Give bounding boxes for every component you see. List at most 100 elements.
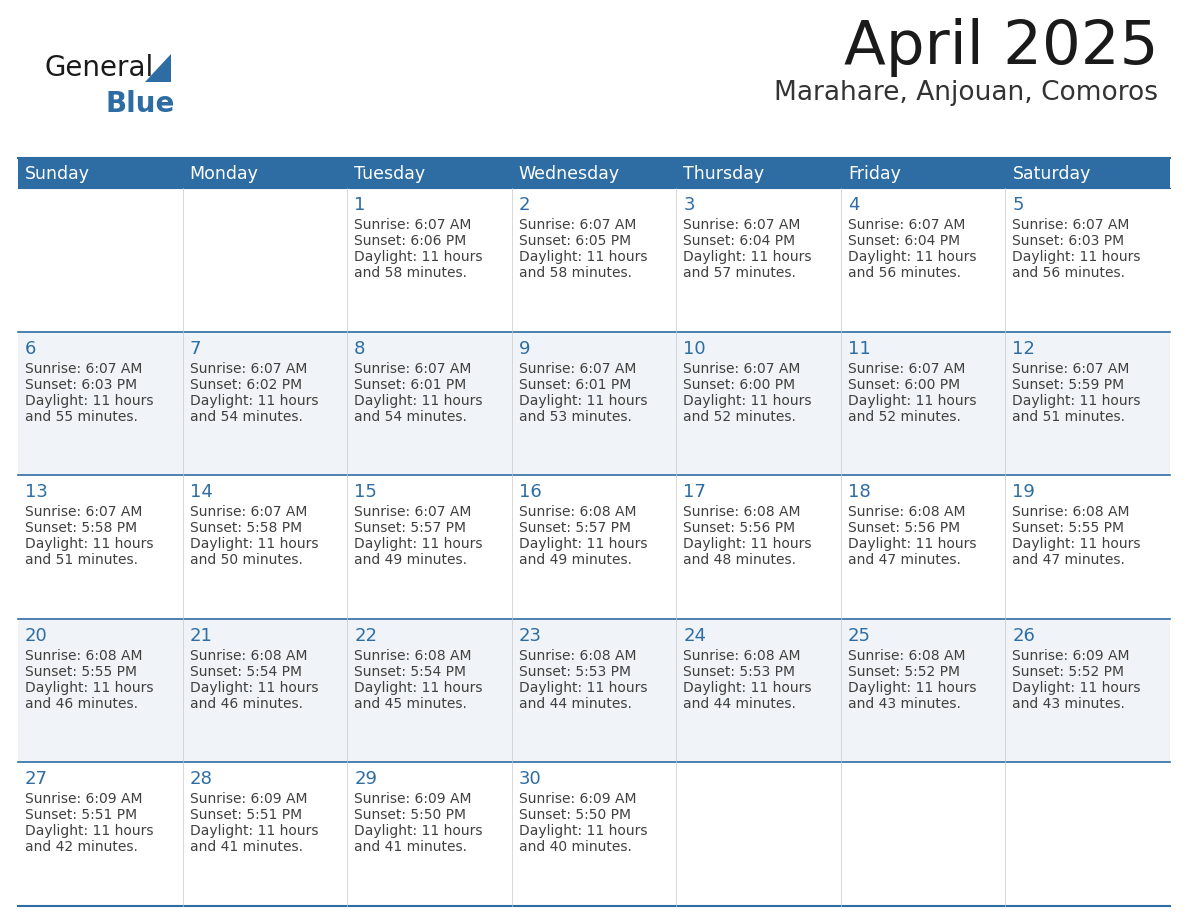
Text: and 43 minutes.: and 43 minutes. xyxy=(1012,697,1125,711)
Text: Sunset: 6:01 PM: Sunset: 6:01 PM xyxy=(354,377,467,392)
Text: Sunrise: 6:08 AM: Sunrise: 6:08 AM xyxy=(519,505,637,520)
Bar xyxy=(347,188,512,331)
Text: Sunrise: 6:07 AM: Sunrise: 6:07 AM xyxy=(683,362,801,375)
Text: Daylight: 11 hours: Daylight: 11 hours xyxy=(683,394,811,408)
Text: Saturday: Saturday xyxy=(1012,165,1091,183)
Text: April 2025: April 2025 xyxy=(843,18,1158,77)
Text: Sunrise: 6:08 AM: Sunrise: 6:08 AM xyxy=(354,649,472,663)
Bar xyxy=(512,476,676,619)
Text: 26: 26 xyxy=(1012,627,1035,644)
Text: Sunset: 6:00 PM: Sunset: 6:00 PM xyxy=(683,377,796,392)
Text: 24: 24 xyxy=(683,627,707,644)
Text: Sunrise: 6:07 AM: Sunrise: 6:07 AM xyxy=(683,218,801,232)
Text: Daylight: 11 hours: Daylight: 11 hours xyxy=(1012,250,1140,264)
Text: Sunrise: 6:09 AM: Sunrise: 6:09 AM xyxy=(1012,649,1130,663)
Text: 25: 25 xyxy=(848,627,871,644)
Bar xyxy=(676,476,841,619)
Text: Sunset: 6:05 PM: Sunset: 6:05 PM xyxy=(519,234,631,248)
Text: Sunset: 5:51 PM: Sunset: 5:51 PM xyxy=(190,809,302,823)
Text: 1: 1 xyxy=(354,196,366,214)
Text: and 56 minutes.: and 56 minutes. xyxy=(848,266,961,280)
Text: 16: 16 xyxy=(519,483,542,501)
Text: 9: 9 xyxy=(519,340,530,358)
Bar xyxy=(18,188,183,331)
Text: Sunset: 6:04 PM: Sunset: 6:04 PM xyxy=(848,234,960,248)
Text: 15: 15 xyxy=(354,483,377,501)
Bar xyxy=(18,158,1170,188)
Text: Sunset: 5:57 PM: Sunset: 5:57 PM xyxy=(519,521,631,535)
Text: Sunday: Sunday xyxy=(25,165,90,183)
Bar xyxy=(841,188,1005,331)
Text: 10: 10 xyxy=(683,340,706,358)
Text: Sunrise: 6:08 AM: Sunrise: 6:08 AM xyxy=(519,649,637,663)
Text: Sunrise: 6:08 AM: Sunrise: 6:08 AM xyxy=(1012,505,1130,520)
Text: Sunrise: 6:07 AM: Sunrise: 6:07 AM xyxy=(848,218,965,232)
Text: Daylight: 11 hours: Daylight: 11 hours xyxy=(190,681,318,695)
Text: Thursday: Thursday xyxy=(683,165,764,183)
Bar xyxy=(183,619,347,763)
Bar xyxy=(183,763,347,906)
Text: Sunset: 6:01 PM: Sunset: 6:01 PM xyxy=(519,377,631,392)
Text: Sunset: 6:03 PM: Sunset: 6:03 PM xyxy=(25,377,137,392)
Text: Daylight: 11 hours: Daylight: 11 hours xyxy=(354,681,482,695)
Text: 3: 3 xyxy=(683,196,695,214)
Text: Sunset: 5:50 PM: Sunset: 5:50 PM xyxy=(354,809,466,823)
Text: Sunrise: 6:08 AM: Sunrise: 6:08 AM xyxy=(25,649,143,663)
Text: Sunset: 6:02 PM: Sunset: 6:02 PM xyxy=(190,377,302,392)
Text: Sunrise: 6:07 AM: Sunrise: 6:07 AM xyxy=(1012,362,1130,375)
Bar xyxy=(841,763,1005,906)
Text: Tuesday: Tuesday xyxy=(354,165,425,183)
Text: Daylight: 11 hours: Daylight: 11 hours xyxy=(519,537,647,551)
Text: Sunset: 5:54 PM: Sunset: 5:54 PM xyxy=(354,665,466,678)
Text: and 41 minutes.: and 41 minutes. xyxy=(190,840,303,855)
Text: and 46 minutes.: and 46 minutes. xyxy=(25,697,138,711)
Text: Daylight: 11 hours: Daylight: 11 hours xyxy=(190,824,318,838)
Text: Sunset: 6:04 PM: Sunset: 6:04 PM xyxy=(683,234,796,248)
Text: and 52 minutes.: and 52 minutes. xyxy=(683,409,796,423)
Text: Sunrise: 6:07 AM: Sunrise: 6:07 AM xyxy=(519,218,636,232)
Text: Sunrise: 6:07 AM: Sunrise: 6:07 AM xyxy=(354,362,472,375)
Bar xyxy=(18,331,183,476)
Text: 30: 30 xyxy=(519,770,542,789)
Text: 29: 29 xyxy=(354,770,377,789)
Text: Daylight: 11 hours: Daylight: 11 hours xyxy=(354,824,482,838)
Text: Daylight: 11 hours: Daylight: 11 hours xyxy=(519,394,647,408)
Text: Sunrise: 6:07 AM: Sunrise: 6:07 AM xyxy=(354,218,472,232)
Text: and 44 minutes.: and 44 minutes. xyxy=(683,697,796,711)
Text: Sunrise: 6:07 AM: Sunrise: 6:07 AM xyxy=(25,362,143,375)
Text: Daylight: 11 hours: Daylight: 11 hours xyxy=(354,394,482,408)
Text: Daylight: 11 hours: Daylight: 11 hours xyxy=(848,250,977,264)
Text: Sunrise: 6:07 AM: Sunrise: 6:07 AM xyxy=(848,362,965,375)
Text: 7: 7 xyxy=(190,340,201,358)
Text: and 49 minutes.: and 49 minutes. xyxy=(519,554,632,567)
Text: 19: 19 xyxy=(1012,483,1035,501)
Bar xyxy=(1005,188,1170,331)
Text: and 47 minutes.: and 47 minutes. xyxy=(848,554,961,567)
Text: Daylight: 11 hours: Daylight: 11 hours xyxy=(25,394,153,408)
Text: Daylight: 11 hours: Daylight: 11 hours xyxy=(683,537,811,551)
Text: and 58 minutes.: and 58 minutes. xyxy=(519,266,632,280)
Text: Sunset: 5:54 PM: Sunset: 5:54 PM xyxy=(190,665,302,678)
Text: and 58 minutes.: and 58 minutes. xyxy=(354,266,467,280)
Text: Friday: Friday xyxy=(848,165,901,183)
Text: Monday: Monday xyxy=(190,165,259,183)
Text: Sunset: 5:52 PM: Sunset: 5:52 PM xyxy=(1012,665,1124,678)
Text: Daylight: 11 hours: Daylight: 11 hours xyxy=(25,681,153,695)
Text: Sunrise: 6:07 AM: Sunrise: 6:07 AM xyxy=(519,362,636,375)
Bar xyxy=(512,763,676,906)
Text: 28: 28 xyxy=(190,770,213,789)
Bar xyxy=(1005,619,1170,763)
Text: and 41 minutes.: and 41 minutes. xyxy=(354,840,467,855)
Text: Daylight: 11 hours: Daylight: 11 hours xyxy=(25,824,153,838)
Text: Wednesday: Wednesday xyxy=(519,165,620,183)
Text: Daylight: 11 hours: Daylight: 11 hours xyxy=(683,250,811,264)
Bar xyxy=(183,476,347,619)
Text: Sunset: 6:03 PM: Sunset: 6:03 PM xyxy=(1012,234,1125,248)
Bar xyxy=(18,763,183,906)
Bar xyxy=(347,476,512,619)
Text: and 53 minutes.: and 53 minutes. xyxy=(519,409,632,423)
Text: Marahare, Anjouan, Comoros: Marahare, Anjouan, Comoros xyxy=(775,80,1158,106)
Text: Sunset: 6:00 PM: Sunset: 6:00 PM xyxy=(848,377,960,392)
Text: and 40 minutes.: and 40 minutes. xyxy=(519,840,632,855)
Bar xyxy=(18,476,183,619)
